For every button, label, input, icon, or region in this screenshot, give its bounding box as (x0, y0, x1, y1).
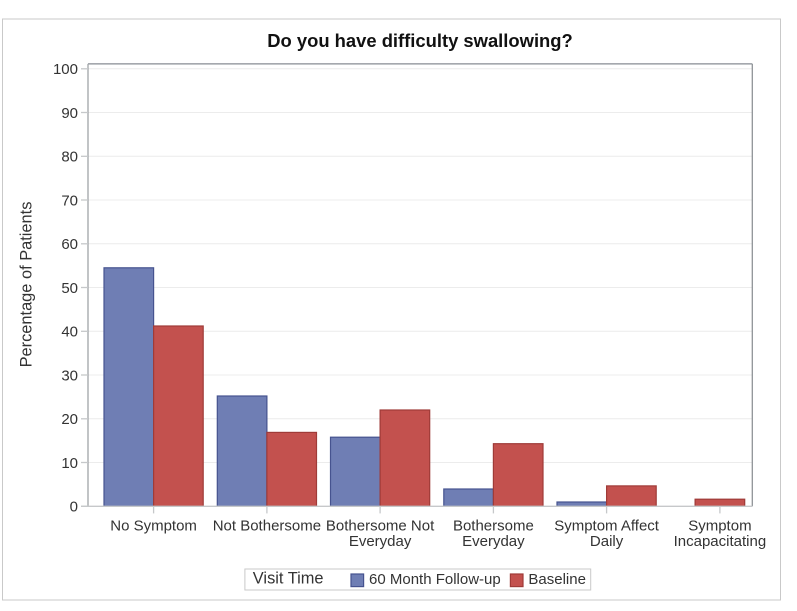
svg-text:10: 10 (61, 455, 78, 472)
svg-text:Daily: Daily (590, 533, 624, 550)
svg-text:Everyday: Everyday (462, 533, 525, 550)
svg-text:Bothersome Not: Bothersome Not (326, 518, 435, 535)
svg-text:70: 70 (61, 192, 78, 209)
svg-text:Incapacitating: Incapacitating (674, 533, 767, 550)
svg-text:40: 40 (61, 324, 78, 341)
svg-text:90: 90 (61, 105, 78, 122)
svg-text:No Symptom: No Symptom (110, 518, 197, 535)
svg-text:Symptom Affect: Symptom Affect (554, 518, 660, 535)
svg-text:60 Month Follow-up: 60 Month Follow-up (369, 571, 501, 588)
svg-text:Not Bothersome: Not Bothersome (213, 518, 321, 535)
svg-text:Bothersome: Bothersome (453, 518, 534, 535)
svg-text:Baseline: Baseline (528, 571, 586, 588)
svg-text:Everyday: Everyday (349, 533, 412, 550)
svg-text:20: 20 (61, 411, 78, 428)
svg-text:50: 50 (61, 280, 78, 297)
svg-text:30: 30 (61, 367, 78, 384)
svg-text:Symptom: Symptom (688, 518, 751, 535)
svg-text:60: 60 (61, 236, 78, 253)
svg-text:Do you have difficulty swallow: Do you have difficulty swallowing? (267, 30, 573, 51)
svg-text:100: 100 (53, 61, 78, 78)
svg-text:Percentage of Patients: Percentage of Patients (18, 202, 36, 368)
svg-text:Visit Time: Visit Time (253, 570, 324, 588)
svg-text:0: 0 (70, 499, 78, 516)
svg-text:80: 80 (61, 149, 78, 166)
